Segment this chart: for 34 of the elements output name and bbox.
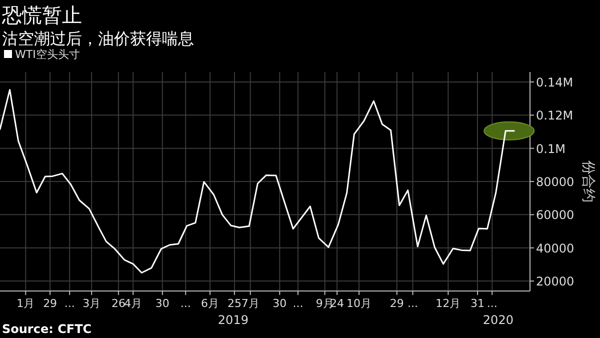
x-tick-label: ... — [486, 297, 498, 310]
chart-title: 恐慌暂止 — [1, 3, 82, 27]
x-tick-label: ... — [64, 297, 75, 310]
y-tick-label: 40000 — [536, 241, 574, 256]
x-tick-label: 6月 — [201, 297, 220, 310]
x-tick-label: 26 — [111, 297, 126, 310]
y-tick-label: 20000 — [536, 274, 574, 289]
source-note: Source: CFTC — [2, 322, 92, 336]
x-tick-label: 10月 — [346, 297, 372, 310]
y-tick-label: 0.12M — [536, 108, 574, 123]
x-tick-label: 12月 — [436, 297, 461, 310]
y-tick-label: 60000 — [536, 208, 574, 222]
y-tick-label: 0.1M — [536, 142, 566, 156]
x-tick-label: ... — [292, 297, 304, 310]
x-tick-label: 31 — [470, 297, 484, 310]
chart-subtitle: 沽空潮过后，油价获得喘息 — [2, 29, 194, 48]
x-tick-label: 25 — [227, 297, 242, 310]
y-tick-label: 0.14M — [536, 75, 574, 90]
x-tick-label: 24 — [330, 297, 344, 310]
y-tick-label: 80000 — [536, 175, 574, 189]
x-tick-label: 7月 — [241, 297, 260, 310]
text: 2019 — [218, 313, 248, 327]
x-tick-label: 29 — [43, 297, 58, 310]
x-tick-label: ... — [180, 297, 191, 310]
text: 2020 — [482, 313, 514, 327]
x-tick-label: 29 — [390, 297, 404, 310]
x-tick-label: 30 — [272, 297, 287, 310]
y-axis-title: 份合约 — [580, 160, 596, 202]
x-tick-label: ... — [408, 297, 418, 310]
x-tick-label: 1月 — [16, 297, 35, 310]
x-tick-label: 4月 — [124, 297, 142, 310]
legend-label: WTI空头头寸 — [15, 48, 80, 61]
x-tick-label: 3月 — [82, 297, 101, 310]
x-tick-label: 30 — [155, 297, 170, 310]
